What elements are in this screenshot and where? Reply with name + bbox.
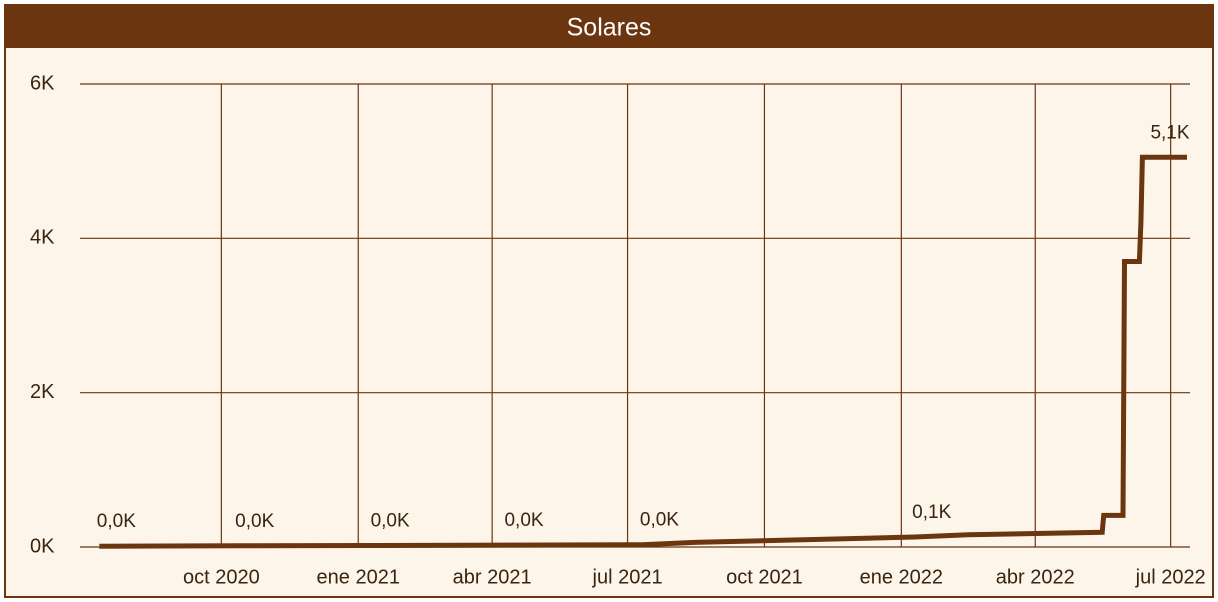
x-tick-label: ene 2022 — [860, 566, 943, 588]
data-label: 5,1K — [1150, 122, 1189, 143]
x-tick-label: ene 2021 — [317, 566, 400, 588]
title-bar — [5, 5, 1213, 48]
chart-frame — [4, 4, 1214, 598]
y-tick-label: 2K — [30, 381, 55, 403]
data-label: 0,0K — [504, 510, 543, 531]
data-label: 0,0K — [371, 510, 410, 531]
x-tick-label: abr 2021 — [453, 566, 532, 588]
x-tick-label: oct 2021 — [726, 566, 803, 588]
y-tick-label: 4K — [30, 227, 55, 249]
x-tick-label: abr 2022 — [996, 566, 1075, 588]
data-label: 0,0K — [97, 511, 136, 532]
data-label: 0,0K — [235, 511, 274, 532]
y-tick-label: 6K — [30, 72, 55, 94]
data-label: 0,1K — [912, 502, 951, 523]
y-tick-label: 0K — [30, 535, 55, 557]
x-tick-label: jul 2022 — [1135, 566, 1206, 588]
x-tick-label: oct 2020 — [183, 566, 260, 588]
chart-title: Solares — [567, 14, 652, 42]
x-tick-label: jul 2021 — [592, 566, 663, 588]
data-label: 0,0K — [640, 510, 679, 531]
data-line — [99, 154, 1187, 549]
